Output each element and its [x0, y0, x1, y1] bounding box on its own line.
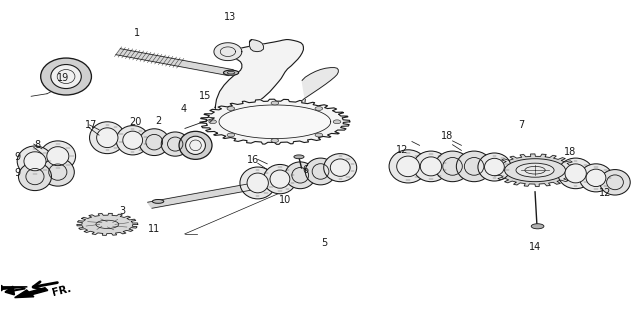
Polygon shape: [249, 40, 263, 52]
Ellipse shape: [579, 164, 612, 192]
Circle shape: [315, 107, 322, 110]
Ellipse shape: [18, 163, 52, 191]
Ellipse shape: [179, 131, 212, 159]
Ellipse shape: [420, 157, 441, 176]
Ellipse shape: [263, 164, 296, 194]
Text: 14: 14: [529, 242, 541, 252]
Ellipse shape: [24, 152, 46, 171]
Text: 18: 18: [565, 147, 577, 157]
Polygon shape: [219, 105, 331, 139]
Polygon shape: [148, 183, 257, 208]
Text: 18: 18: [441, 131, 453, 141]
Text: 16: 16: [247, 155, 259, 165]
Polygon shape: [15, 288, 48, 298]
Text: 1: 1: [134, 28, 140, 37]
Ellipse shape: [270, 170, 290, 188]
Ellipse shape: [40, 141, 76, 172]
Text: FR.: FR.: [52, 284, 73, 298]
Circle shape: [209, 120, 216, 124]
Ellipse shape: [17, 146, 53, 177]
Circle shape: [315, 133, 322, 137]
Circle shape: [271, 101, 279, 105]
Polygon shape: [77, 213, 138, 236]
Ellipse shape: [51, 65, 81, 89]
Polygon shape: [215, 40, 303, 129]
Ellipse shape: [247, 173, 268, 193]
Text: 9: 9: [14, 152, 20, 162]
Polygon shape: [492, 154, 578, 187]
Ellipse shape: [600, 170, 630, 195]
Ellipse shape: [324, 154, 357, 182]
Text: 17: 17: [85, 120, 98, 130]
Polygon shape: [289, 68, 338, 116]
Polygon shape: [116, 49, 233, 76]
Ellipse shape: [223, 70, 238, 75]
Text: 4: 4: [181, 104, 186, 114]
Text: 9: 9: [14, 168, 20, 178]
Ellipse shape: [457, 151, 492, 182]
Text: 12: 12: [396, 146, 408, 156]
Ellipse shape: [116, 125, 149, 155]
Ellipse shape: [41, 58, 92, 95]
Ellipse shape: [305, 158, 336, 185]
Text: 5: 5: [321, 238, 328, 248]
Circle shape: [333, 120, 341, 124]
Ellipse shape: [435, 151, 470, 182]
Text: 10: 10: [279, 195, 291, 205]
Text: 6: 6: [302, 165, 308, 175]
Text: 13: 13: [225, 12, 237, 22]
Text: 7: 7: [518, 120, 524, 130]
Ellipse shape: [153, 199, 164, 203]
Ellipse shape: [294, 155, 304, 159]
Ellipse shape: [531, 224, 544, 229]
Ellipse shape: [485, 158, 504, 176]
Ellipse shape: [285, 162, 315, 189]
Text: 8: 8: [34, 140, 41, 150]
Ellipse shape: [90, 122, 125, 154]
Ellipse shape: [330, 159, 350, 176]
Text: 19: 19: [57, 73, 69, 83]
Ellipse shape: [413, 151, 449, 182]
Ellipse shape: [478, 153, 511, 181]
Ellipse shape: [516, 163, 554, 177]
Ellipse shape: [41, 158, 74, 186]
Text: 15: 15: [199, 91, 211, 101]
Circle shape: [227, 133, 235, 137]
Polygon shape: [0, 285, 27, 291]
Circle shape: [227, 107, 235, 110]
Ellipse shape: [586, 169, 606, 187]
Ellipse shape: [389, 150, 427, 183]
Ellipse shape: [240, 167, 275, 199]
Ellipse shape: [162, 132, 189, 156]
Ellipse shape: [139, 129, 170, 156]
Ellipse shape: [504, 159, 565, 182]
Ellipse shape: [558, 158, 593, 189]
Text: 2: 2: [155, 116, 161, 126]
Text: 11: 11: [148, 224, 160, 235]
Polygon shape: [200, 99, 350, 144]
Ellipse shape: [97, 128, 118, 148]
Text: 12: 12: [598, 188, 611, 198]
Ellipse shape: [565, 164, 586, 183]
Ellipse shape: [123, 131, 142, 149]
Polygon shape: [214, 43, 242, 60]
Ellipse shape: [186, 136, 205, 155]
Ellipse shape: [47, 147, 69, 166]
Circle shape: [271, 139, 279, 142]
Text: 3: 3: [120, 206, 125, 216]
Ellipse shape: [397, 156, 420, 177]
Text: 20: 20: [130, 117, 142, 127]
